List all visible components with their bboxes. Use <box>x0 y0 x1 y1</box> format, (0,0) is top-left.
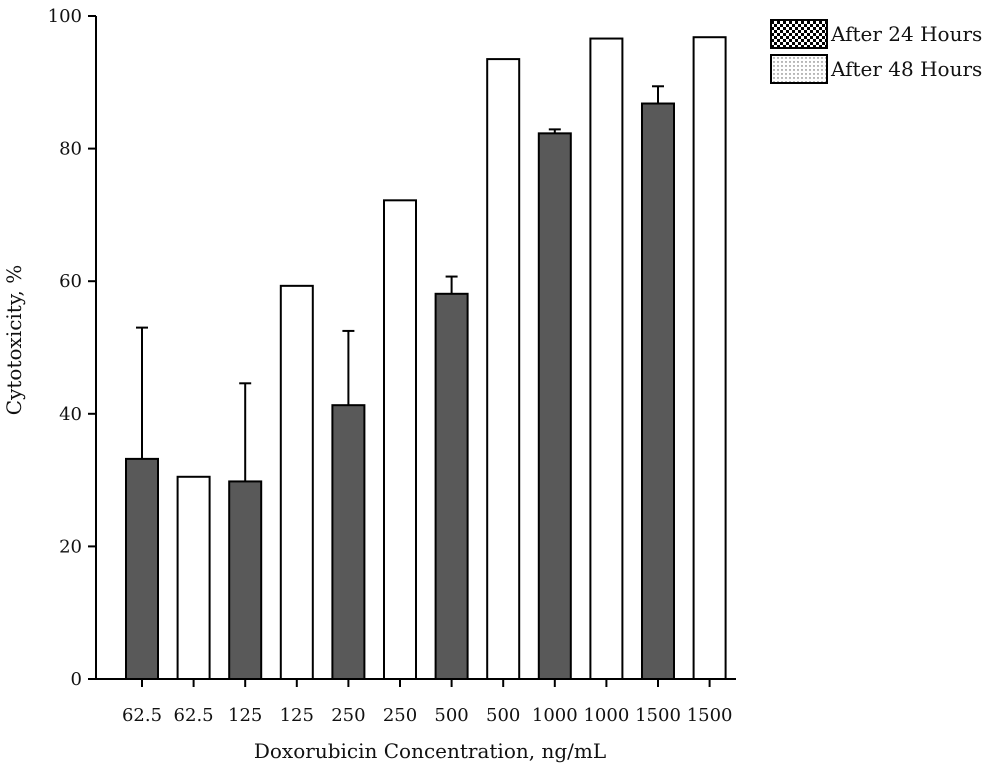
x-ticks: 62.5 62.5 125 125 250 250 500 500 1000 1000 1500 15… <box>122 679 733 726</box>
bar-after-48-hours <box>279 284 314 680</box>
y-tick-label: 100 <box>48 6 82 27</box>
y-tick-label: 20 <box>59 536 82 557</box>
bar-after-24-hours <box>537 132 572 680</box>
error-bar <box>342 329 355 406</box>
bar-after-24-hours <box>434 292 469 680</box>
x-tick-label: 250 <box>331 705 365 726</box>
x-tick-label: 125 <box>280 705 314 726</box>
error-bar <box>136 326 148 459</box>
legend-label-after-48-hours: After 48 Hours <box>830 57 982 81</box>
y-tick-label: 40 <box>59 404 82 425</box>
bar-after-48-hours <box>383 199 417 680</box>
legend-swatch-after-48-hours <box>770 54 828 84</box>
x-axis-title: Doxorubicin Concentration, ng/mL <box>254 739 606 763</box>
bar-after-24-hours <box>331 404 366 680</box>
bar-after-48-hours <box>486 58 521 681</box>
bar-after-48-hours <box>692 36 727 680</box>
legend-swatch-after-24-hours <box>770 19 828 49</box>
x-tick-label: 1000 <box>583 705 629 726</box>
x-tick-label: 1000 <box>532 705 578 726</box>
y-ticks: 0 20 40 60 80 100 <box>48 6 96 690</box>
y-axis-title: Cytotoxicity, % <box>2 265 26 415</box>
bar-after-24-hours <box>228 480 263 680</box>
bar-after-48-hours <box>176 475 211 680</box>
error-bars-layer <box>136 85 664 482</box>
legend: After 24 Hours After 48 Hours <box>770 19 982 84</box>
error-bar <box>445 275 458 294</box>
error-bar <box>239 382 252 482</box>
x-tick-label: 62.5 <box>122 705 162 726</box>
y-tick-label: 0 <box>71 669 82 690</box>
x-tick-label: 125 <box>228 705 262 726</box>
y-tick-label: 80 <box>59 139 82 160</box>
error-bar <box>548 128 561 134</box>
legend-label-after-24-hours: After 24 Hours <box>830 22 982 46</box>
x-tick-label: 1500 <box>635 705 681 726</box>
x-tick-label: 62.5 <box>174 705 214 726</box>
x-tick-label: 1500 <box>687 705 733 726</box>
bar-after-24-hours <box>125 457 159 680</box>
x-tick-label: 250 <box>383 705 417 726</box>
x-tick-label: 500 <box>434 705 468 726</box>
bars-layer <box>125 36 727 681</box>
y-tick-label: 60 <box>59 271 82 292</box>
bar-after-24-hours <box>641 102 675 681</box>
error-bar <box>652 85 664 104</box>
bar-after-48-hours <box>589 37 624 681</box>
x-tick-label: 500 <box>486 705 520 726</box>
